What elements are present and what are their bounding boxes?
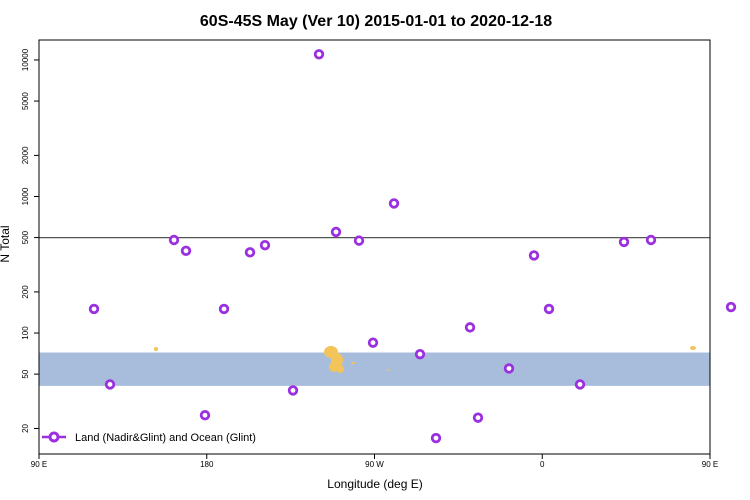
data-point bbox=[168, 234, 180, 246]
data-point bbox=[330, 226, 342, 238]
point-layer bbox=[88, 49, 737, 444]
data-point bbox=[543, 303, 555, 315]
y-tick-label: 5000 bbox=[21, 92, 30, 110]
band-layer bbox=[39, 352, 710, 386]
data-point bbox=[353, 235, 365, 246]
x-tick-label: 90 E bbox=[31, 460, 47, 469]
land-patch bbox=[351, 362, 355, 364]
data-point bbox=[503, 363, 515, 374]
y-tick-label: 50 bbox=[21, 369, 30, 378]
x-tick-label: 0 bbox=[540, 460, 545, 469]
data-point bbox=[287, 385, 299, 396]
data-point bbox=[388, 198, 400, 209]
data-point bbox=[259, 239, 271, 251]
land-layer bbox=[154, 346, 696, 373]
data-point bbox=[725, 301, 737, 313]
data-point bbox=[199, 410, 211, 421]
x-tick-label: 90 E bbox=[702, 460, 718, 469]
y-tick-label: 20 bbox=[21, 423, 30, 432]
axis-layer: 90 E 180 90 W 0 90 E 20 50 100 200 500 1000 2000 500… bbox=[21, 39, 718, 469]
data-point bbox=[313, 49, 325, 60]
x-tick-label: 90 W bbox=[365, 460, 384, 469]
legend: Land (Nadir&Glint) and Ocean (Glint) bbox=[42, 431, 256, 444]
data-point bbox=[104, 379, 116, 390]
land-patch bbox=[387, 369, 389, 371]
land-patch bbox=[690, 346, 696, 350]
data-point bbox=[472, 412, 484, 423]
x-axis-label: Longitude (deg E) bbox=[327, 477, 422, 491]
data-point bbox=[414, 348, 426, 360]
plot-frame bbox=[38, 39, 711, 455]
y-tick-label: 10000 bbox=[21, 48, 30, 71]
y-tick-label: 200 bbox=[21, 285, 30, 299]
legend-marker bbox=[48, 431, 60, 443]
y-tick-label: 500 bbox=[21, 230, 30, 244]
data-point bbox=[645, 234, 657, 246]
data-point bbox=[367, 337, 379, 348]
shaded-band bbox=[39, 352, 710, 386]
x-tick-label: 180 bbox=[200, 460, 214, 469]
y-axis-label: N Total bbox=[0, 225, 12, 262]
data-point bbox=[528, 250, 540, 261]
data-point bbox=[180, 245, 192, 257]
land-patch bbox=[154, 347, 158, 351]
data-point bbox=[244, 247, 256, 258]
y-tick-label: 1000 bbox=[21, 187, 30, 205]
y-tick-label: 100 bbox=[21, 326, 30, 340]
data-point bbox=[574, 379, 586, 390]
data-point bbox=[618, 236, 630, 248]
data-point bbox=[430, 432, 442, 444]
data-point bbox=[88, 303, 100, 315]
land-patch bbox=[336, 365, 344, 373]
y-tick-label: 2000 bbox=[21, 146, 30, 164]
data-point bbox=[218, 303, 230, 315]
chart-title: 60S-45S May (Ver 10) 2015-01-01 to 2020-… bbox=[200, 13, 552, 30]
data-point bbox=[464, 322, 476, 333]
legend-label: Land (Nadir&Glint) and Ocean (Glint) bbox=[75, 432, 256, 444]
